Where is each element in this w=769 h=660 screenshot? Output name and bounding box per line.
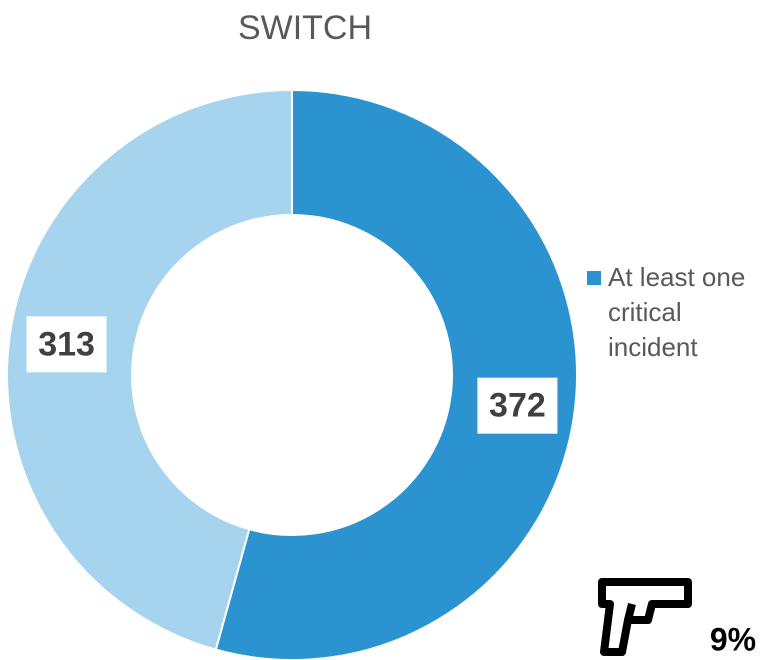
data-label: 313 (38, 325, 95, 363)
donut-segment (214, 88, 578, 660)
legend-swatch (587, 271, 601, 285)
gun-icon (598, 578, 692, 656)
data-label: 372 (489, 387, 546, 425)
data-label-box (477, 377, 558, 434)
annotation: 9% (710, 621, 756, 657)
donut-segment (6, 88, 293, 651)
legend-label: At least one critical incident (608, 262, 746, 362)
data-label-box (26, 316, 107, 373)
chart-title: SWITCH (238, 9, 372, 47)
